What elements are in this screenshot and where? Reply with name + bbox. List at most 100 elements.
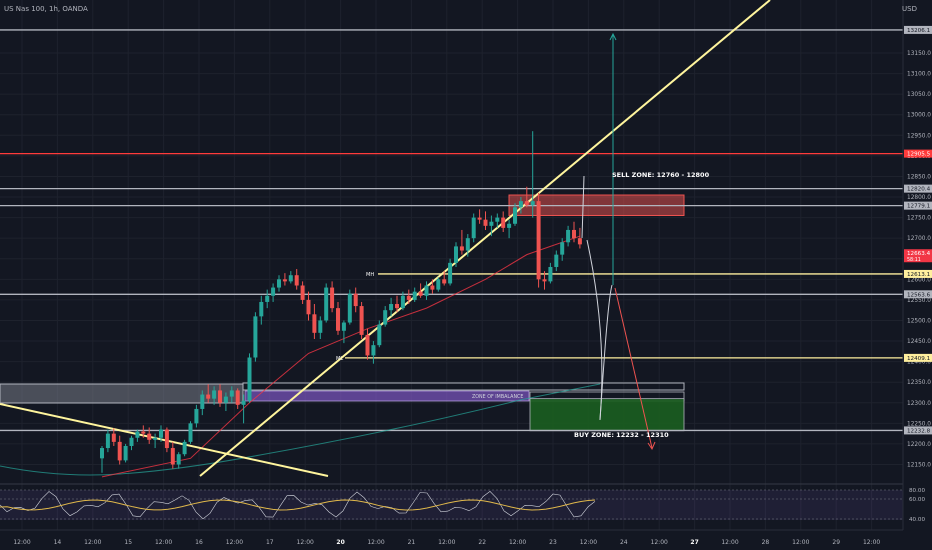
osc-tick-label: 60.00 xyxy=(909,497,925,503)
candle-body xyxy=(300,285,305,300)
candle-body xyxy=(164,429,169,449)
level-price-text: 12820.4 xyxy=(907,187,931,193)
candle-body xyxy=(353,293,358,307)
level-price-tag xyxy=(904,201,932,210)
buy-zone-box xyxy=(529,398,685,432)
time-axis: 12:00 14 12:00 15 12:00 16 12:00 17 12:00 20 12:00… xyxy=(0,529,903,546)
candle-body xyxy=(141,431,146,434)
projection-arrows xyxy=(581,32,656,451)
x-tick-label: 12:00 xyxy=(863,539,880,546)
ma-red xyxy=(101,235,581,478)
x-tick-label: 12:00 xyxy=(226,539,243,546)
candle-body xyxy=(100,448,104,459)
candle-body xyxy=(383,310,388,325)
x-tick-label: 29 xyxy=(832,539,840,546)
y-tick-label: 12800.0 xyxy=(907,195,931,201)
x-tick-label: 17 xyxy=(266,539,274,546)
level-price-tag xyxy=(904,426,932,435)
candles xyxy=(100,131,582,473)
candle-body xyxy=(176,454,181,465)
zone-grey-box xyxy=(0,383,244,404)
y-tick-label: 13150.0 xyxy=(907,51,931,57)
x-tick-label: 12:00 xyxy=(509,539,526,546)
y-tick-label: 13000.0 xyxy=(907,113,931,119)
x-tick-label: 23 xyxy=(549,539,557,546)
candle-body xyxy=(572,229,576,239)
candle-body xyxy=(159,429,163,438)
level-price-text: 12905.5 xyxy=(907,152,931,158)
candle-body xyxy=(218,390,222,403)
candle-body xyxy=(471,217,476,239)
grid xyxy=(0,0,903,530)
candle-body xyxy=(489,221,494,226)
y-tick-label: 12500.0 xyxy=(907,318,931,324)
candle-body xyxy=(288,275,293,282)
x-tick-label: 12:00 xyxy=(792,539,809,546)
candle-body xyxy=(577,238,582,245)
y-tick-label: 12750.0 xyxy=(907,216,931,222)
candle-body xyxy=(406,295,411,300)
price-axis: 13150.013100.013050.013000.012950.012900… xyxy=(902,0,932,550)
y-tick-label: 12200.0 xyxy=(907,442,931,448)
y-tick-label: 12400.0 xyxy=(907,360,931,366)
candle-body xyxy=(536,201,541,280)
candle-body xyxy=(389,304,394,311)
candle-body xyxy=(194,408,199,424)
candle-body xyxy=(235,390,240,405)
candle-body xyxy=(436,279,441,290)
candle-body xyxy=(123,445,128,461)
arrow-up-white xyxy=(599,284,613,421)
x-tick-label: 22 xyxy=(478,539,486,546)
oscillator-band xyxy=(0,490,903,520)
candle-body xyxy=(223,396,228,403)
x-tick-label: 12:00 xyxy=(13,539,30,546)
candle-body xyxy=(330,287,335,309)
x-tick-label: 15 xyxy=(124,539,132,546)
candle-body xyxy=(518,201,523,208)
candle-body xyxy=(253,316,258,358)
current-price-text: 12663.4 xyxy=(907,251,931,257)
candle-body xyxy=(294,275,299,286)
x-tick-label: 12:00 xyxy=(651,539,668,546)
level-price-text: 12613.1 xyxy=(907,272,931,278)
level-price-text: 12563.6 xyxy=(907,292,931,298)
zone-outline xyxy=(242,382,685,391)
level-text-label: MH xyxy=(366,272,374,278)
y-tick-label: 12150.0 xyxy=(907,463,931,469)
candle-body xyxy=(341,322,346,331)
candle-body xyxy=(424,285,429,296)
level-text-label: ML xyxy=(336,356,343,362)
uptrend-line xyxy=(199,0,771,477)
candle-body xyxy=(212,390,217,399)
x-tick-label: 16 xyxy=(195,539,203,546)
downtrend-line xyxy=(0,403,329,477)
candle-body xyxy=(501,217,506,228)
candle-body xyxy=(377,324,382,346)
imbalance-label: ZONE OF IMBALANCE xyxy=(472,394,523,400)
candle-body xyxy=(530,201,535,206)
osc-tick-label: 40.00 xyxy=(909,517,925,523)
currency-label: USD xyxy=(902,5,917,13)
target-up-arrowhead xyxy=(609,32,617,41)
candle-body xyxy=(153,437,158,440)
x-tick-label: 12:00 xyxy=(721,539,738,546)
candle-body xyxy=(318,320,323,333)
x-tick-label: 21 xyxy=(408,539,416,546)
candle-body xyxy=(400,295,405,309)
candle-body xyxy=(336,308,340,331)
candle-body xyxy=(418,291,423,296)
candle-body xyxy=(548,266,553,282)
x-tick-label: 24 xyxy=(620,539,628,546)
oscillator-pane xyxy=(0,483,903,520)
y-tick-label: 12600.0 xyxy=(907,277,931,283)
x-tick-label: 12:00 xyxy=(367,539,384,546)
x-tick-label: 28 xyxy=(762,539,770,546)
level-price-tag xyxy=(904,184,932,193)
candle-body xyxy=(448,262,453,284)
candle-body xyxy=(495,217,500,222)
level-price-tag xyxy=(904,269,932,278)
candle-body xyxy=(241,400,246,405)
candle-body xyxy=(554,254,559,267)
y-tick-label: 12250.0 xyxy=(907,421,931,427)
